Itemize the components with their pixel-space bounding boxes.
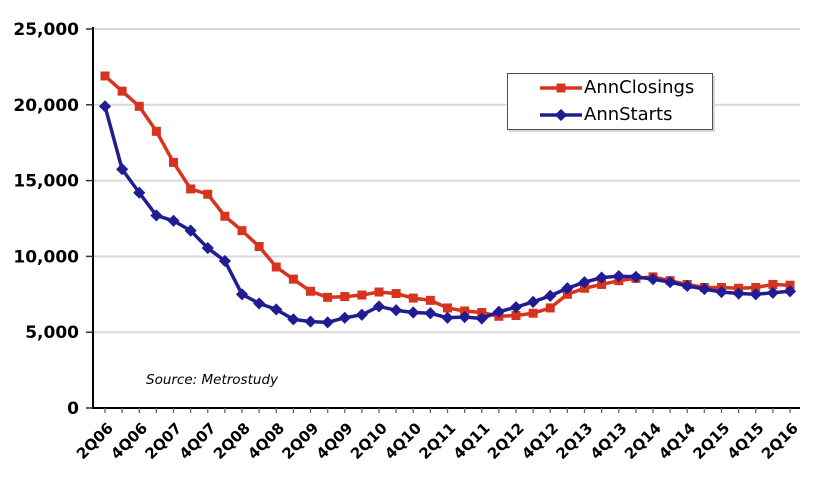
square-marker-icon [597,279,607,289]
x-tick-label: 4Q11 [450,419,494,463]
square-marker-icon [323,292,333,302]
square-marker-icon [545,303,555,313]
square-marker-icon [340,292,350,302]
diamond-marker-icon [544,289,557,302]
diamond-marker-icon [133,186,146,199]
diamond-marker-icon [150,209,163,222]
x-tick-label: 2Q15 [689,419,733,463]
square-marker-icon [443,303,452,313]
y-tick-label: 10,000 [13,247,79,267]
y-tick-label: 5,000 [25,323,79,343]
annstarts-marker-icon [538,106,584,124]
diamond-marker-icon [304,315,317,328]
x-tick-label: 2Q10 [347,419,391,463]
y-axis-labels: 0 5,000 10,000 15,000 20,000 25,000 [13,20,93,419]
y-tick-label: 0 [67,399,79,419]
x-tick-label: 2Q16 [758,419,802,463]
y-tick-label: 15,000 [13,172,79,192]
diamond-marker-icon [321,316,334,329]
square-marker-icon [288,274,298,284]
x-tick-label: 4Q09 [313,419,357,463]
legend-label-annstarts: AnnStarts [584,104,673,125]
square-marker-icon [220,211,230,221]
diamond-marker-icon [458,310,471,324]
x-tick-label: 2Q13 [552,419,596,463]
square-marker-icon [134,101,144,111]
diamond-marker-icon [253,297,266,310]
square-marker-icon [169,157,178,167]
diamond-marker-icon [184,224,197,237]
square-marker-icon [357,290,367,300]
x-tick-label: 2Q08 [210,419,254,463]
diamond-marker-icon [441,311,454,324]
x-tick-label: 2Q11 [415,419,459,463]
legend-item-annclosings: AnnClosings [538,76,712,101]
x-tick-label: 4Q10 [381,419,425,463]
x-tick-label: 4Q14 [655,419,699,463]
diamond-marker-icon [355,308,368,321]
x-tick-label: 2Q07 [141,419,185,463]
x-tick-label: 2Q14 [621,419,665,463]
diamond-marker-icon [287,313,300,326]
square-marker-icon [203,189,213,199]
square-marker-icon [254,242,264,252]
diamond-marker-icon [372,300,386,313]
x-tick-label: 2Q06 [73,419,117,463]
diamond-marker-icon [424,307,437,320]
diamond-marker-icon [407,306,420,319]
x-axis-labels: 2Q064Q062Q074Q072Q084Q082Q094Q092Q104Q10… [73,408,802,463]
square-marker-icon [528,308,538,318]
square-marker-icon [271,262,281,272]
square-marker-icon [391,289,401,299]
square-marker-icon [425,295,435,305]
annclosings-marker-icon [538,79,584,97]
diamond-marker-icon [201,241,214,255]
x-tick-label: 4Q06 [107,419,151,463]
square-marker-icon [237,226,247,236]
source-annotation: Source: Metrostudy [146,372,279,388]
square-marker-icon [768,279,778,289]
x-tick-label: 4Q13 [587,419,631,463]
x-tick-label: 2Q09 [278,419,322,463]
diamond-marker-icon [218,254,231,268]
y-tick-label: 20,000 [13,96,79,116]
diamond-marker-icon [527,295,540,308]
axes [92,27,800,409]
legend: AnnClosings AnnStarts [507,73,713,130]
square-marker-icon [511,311,521,321]
diamond-marker-icon [116,163,129,176]
square-marker-icon [374,287,384,297]
square-marker-icon [408,293,418,303]
legend-label-annclosings: AnnClosings [584,77,695,98]
square-marker-icon [151,126,161,136]
square-marker-icon [100,71,110,81]
diamond-marker-icon [492,305,505,318]
diamond-marker-icon [167,214,180,227]
diamond-marker-icon [98,100,112,113]
x-tick-label: 4Q15 [724,419,768,463]
series-annstarts-markers [98,100,797,329]
square-marker-icon [751,282,761,292]
legend-item-annstarts: AnnStarts [538,103,712,128]
x-tick-label: 2Q12 [484,419,528,463]
x-tick-label: 4Q07 [176,419,220,463]
diamond-marker-icon [270,303,283,316]
square-marker-icon [306,286,315,296]
x-tick-label: 4Q08 [244,419,288,463]
diamond-marker-icon [338,311,351,324]
diamond-marker-icon [390,304,403,317]
diamond-marker-icon [235,288,249,301]
square-marker-icon [117,86,127,96]
diamond-marker-icon [475,312,488,325]
square-marker-icon [186,184,196,194]
x-tick-label: 4Q12 [518,419,562,463]
y-tick-label: 25,000 [13,20,79,40]
